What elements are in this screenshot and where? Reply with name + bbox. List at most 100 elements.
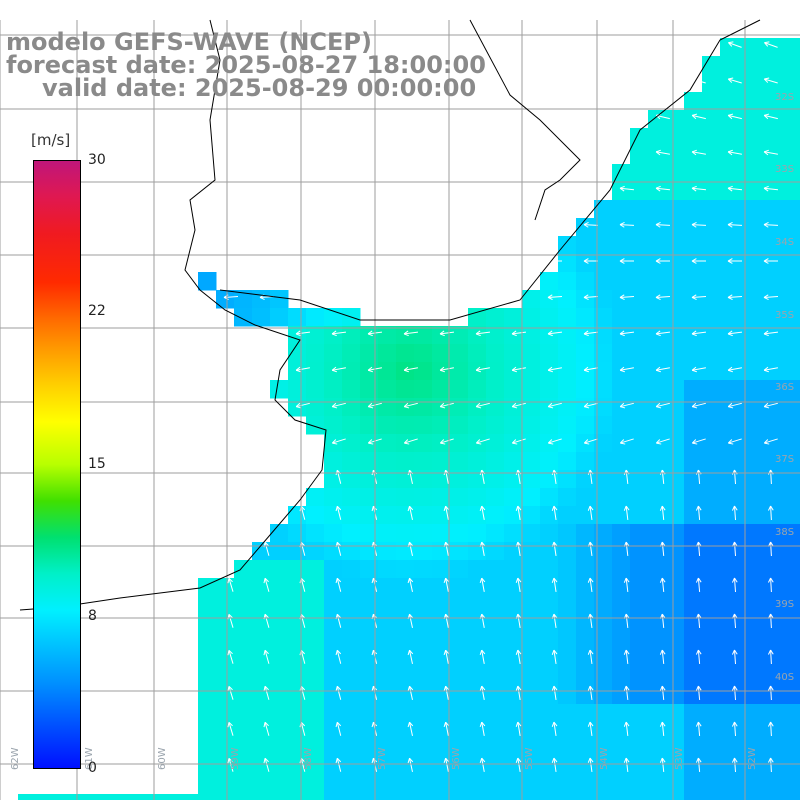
wind-speed-cell [756,218,775,237]
wind-speed-cell [342,452,361,471]
wind-speed-cell [756,794,775,800]
wind-speed-cell [522,398,541,417]
wind-speed-cell [594,740,613,759]
wind-speed-cell [342,524,361,543]
wind-speed-cell [414,758,433,777]
wind-speed-cell [468,614,487,633]
wind-speed-cell [666,272,685,291]
wind-arrow [763,294,779,301]
wind-speed-cell [774,272,793,291]
wind-speed-cell [684,164,703,183]
wind-speed-cell [630,434,649,453]
wind-speed-cell [756,290,775,309]
wind-speed-cell [396,542,415,561]
wind-speed-cell [684,92,703,111]
wind-speed-cell [630,596,649,615]
wind-speed-cell [324,740,343,759]
wind-speed-cell [612,758,631,777]
wind-speed-cell [234,686,253,705]
wind-speed-cell [630,398,649,417]
colorbar-unit: [m/s] [31,131,71,149]
wind-speed-cell [720,182,739,201]
wind-speed-cell [306,686,325,705]
wind-arrow [515,757,522,772]
wind-speed-cell [720,272,739,291]
wind-speed-cell [792,704,800,723]
wind-speed-cell [360,794,379,800]
wind-speed-cell [216,794,235,800]
wind-speed-cell [414,686,433,705]
wind-speed-cell [540,470,559,489]
wind-arrow [331,402,346,409]
wind-speed-cell [522,326,541,345]
wind-speed-cell [396,452,415,471]
wind-speed-cell [450,776,469,795]
wind-speed-cell [702,614,721,633]
wind-speed-cell [756,38,775,57]
wind-speed-cell [576,578,595,597]
wind-speed-cell [648,272,667,291]
wind-speed-cell [558,488,577,507]
wind-speed-cell [738,146,757,165]
wind-speed-cell [216,776,235,795]
wind-speed-cell [594,308,613,327]
wind-speed-cell [432,524,451,543]
wind-speed-cell [792,578,800,597]
wind-speed-cell [720,416,739,435]
wind-speed-cell [450,380,469,399]
wind-speed-cell [666,326,685,345]
wind-speed-cell [342,578,361,597]
wind-arrow [515,649,522,664]
wind-speed-cell [738,110,757,129]
wind-arrow [695,577,702,593]
wind-speed-cell [684,128,703,147]
wind-arrow [551,505,558,520]
wind-speed-cell [648,524,667,543]
wind-speed-cell [774,146,793,165]
wind-speed-cell [648,128,667,147]
wind-speed-cell [234,614,253,633]
wind-speed-cell [486,362,505,381]
wind-speed-cell [396,794,415,800]
wind-speed-cell [360,344,379,363]
wind-speed-cell [324,794,343,800]
wind-speed-cell [594,470,613,489]
wind-speed-cell [486,776,505,795]
wind-speed-cell [342,794,361,800]
wind-arrow [223,294,239,301]
wind-speed-cell [558,236,577,255]
wind-speed-cell [306,722,325,741]
wind-arrow [623,649,630,665]
wind-speed-cell [738,650,757,669]
wind-speed-cell [756,596,775,615]
wind-speed-cell [540,776,559,795]
wind-speed-cell [792,506,800,525]
wind-speed-cell [702,578,721,597]
wind-speed-cell [756,254,775,273]
wind-speed-cell [522,560,541,579]
wind-speed-cell [612,236,631,255]
wind-speed-cell [450,398,469,417]
wind-speed-cell [630,200,649,219]
wind-speed-cell [198,740,217,759]
wind-speed-cell [360,578,379,597]
wind-speed-cell [666,200,685,219]
wind-speed-cell [396,560,415,579]
wind-speed-cell [432,362,451,381]
wind-speed-cell [792,236,800,255]
wind-speed-cell [612,740,631,759]
wind-arrow [295,330,311,337]
wind-arrow [551,685,558,700]
wind-speed-cell [630,182,649,201]
wind-speed-cell [90,794,109,800]
lat-label: 32S [775,92,794,103]
wind-arrow [619,294,635,301]
wind-arrow [619,402,634,409]
wind-speed-cell [450,470,469,489]
wind-arrow [227,577,234,592]
wind-arrow [587,757,594,773]
wind-speed-cell [378,776,397,795]
wind-speed-cell [738,380,757,399]
wind-speed-cell [558,722,577,741]
wind-speed-cell [576,326,595,345]
